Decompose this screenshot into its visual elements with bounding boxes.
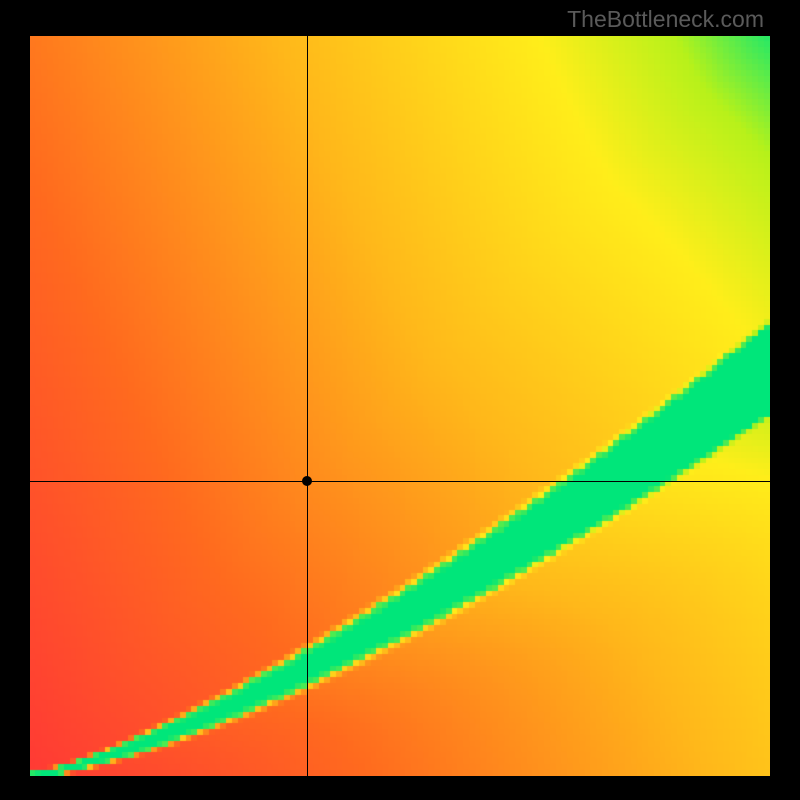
figure-root: TheBottleneck.com — [0, 0, 800, 800]
crosshair-marker — [302, 476, 312, 486]
crosshair-vertical — [307, 36, 308, 776]
heatmap-area — [30, 36, 770, 776]
heatmap-canvas — [30, 36, 770, 776]
watermark-label: TheBottleneck.com — [567, 6, 764, 33]
plot-frame — [30, 36, 770, 776]
crosshair-horizontal — [30, 481, 770, 482]
